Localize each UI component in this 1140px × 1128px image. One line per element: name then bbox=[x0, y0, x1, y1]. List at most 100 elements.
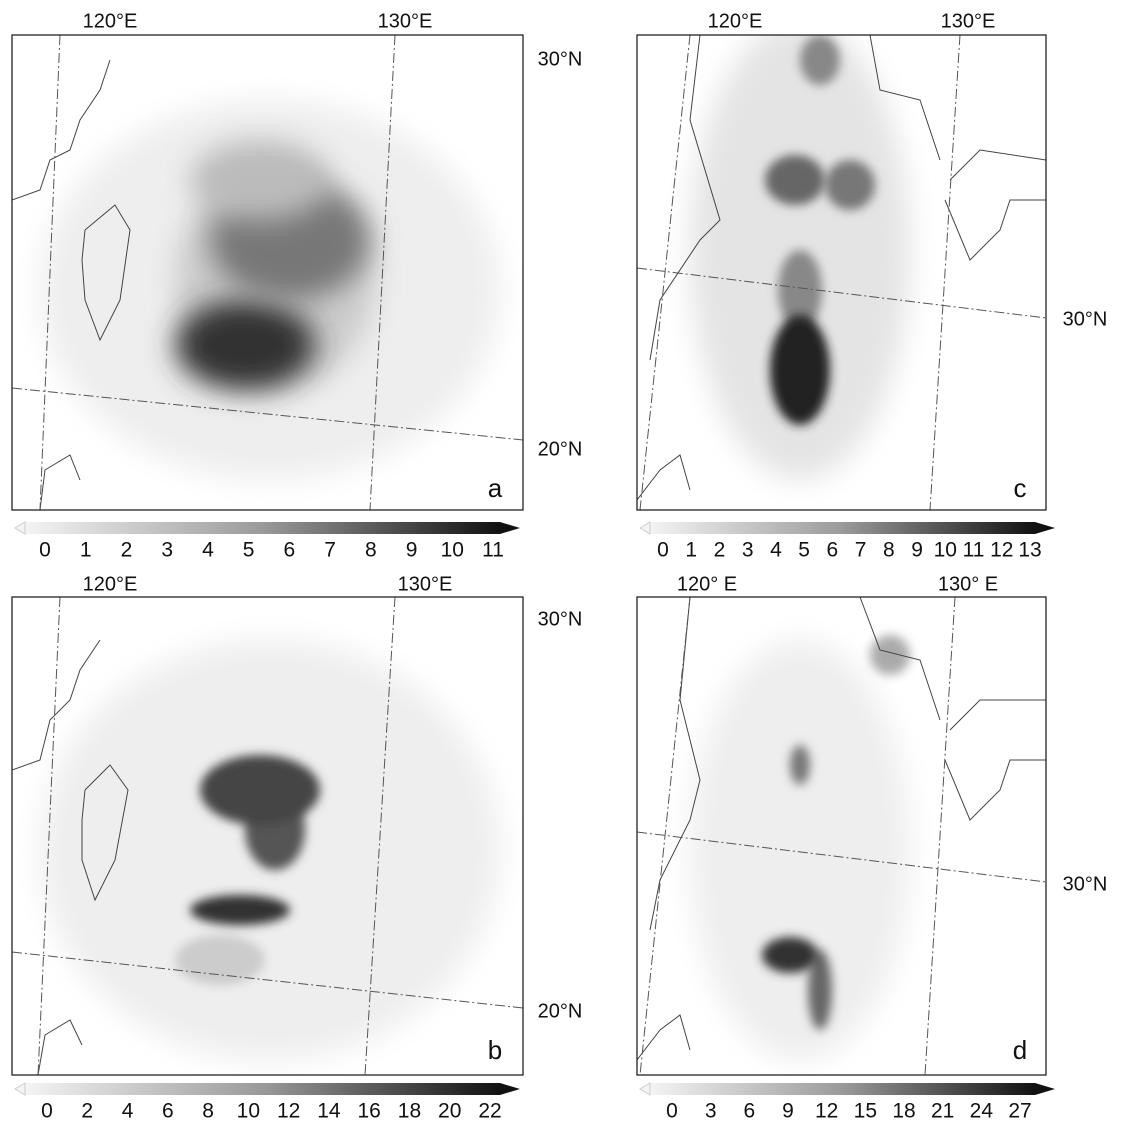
colorbar-tick-label: 0 bbox=[657, 539, 669, 562]
precip-blob bbox=[808, 950, 832, 1030]
colorbar-tick-label: 3 bbox=[705, 1100, 717, 1123]
colorbar-arrow bbox=[639, 1082, 651, 1096]
map-frame bbox=[636, 34, 1047, 511]
graticule bbox=[369, 35, 396, 510]
map-panel: 120°E 130°E 30°N 20°N a 0 1 2 3 4 5 6 7 8 9 10 11 bbox=[11, 10, 583, 562]
colorbar-arrow bbox=[14, 1082, 26, 1096]
graticule bbox=[12, 387, 523, 441]
precip-blob bbox=[800, 35, 840, 85]
precip-blob bbox=[190, 140, 330, 220]
precip-blob bbox=[175, 935, 265, 985]
colorbar-tick-label: 18 bbox=[398, 1100, 421, 1123]
precip-blob bbox=[175, 300, 315, 390]
lon-label: 120°E bbox=[83, 10, 138, 32]
colorbar-tick-label: 13 bbox=[1018, 539, 1041, 562]
colorbar-tick-label: 3 bbox=[161, 539, 173, 562]
graticule bbox=[929, 35, 961, 510]
graticule bbox=[39, 35, 61, 510]
coastline bbox=[81, 764, 129, 902]
colorbar-tick-label: 6 bbox=[162, 1100, 174, 1123]
lon-label: 130°E bbox=[398, 573, 453, 595]
graticule bbox=[639, 597, 691, 1075]
coastline bbox=[949, 699, 1046, 731]
panel-letter: d bbox=[1013, 1035, 1027, 1065]
coastline bbox=[81, 204, 131, 342]
colorbar-tick-label: 0 bbox=[666, 1100, 678, 1123]
colorbar-tick-label: 9 bbox=[782, 1100, 794, 1123]
precip-blob bbox=[778, 250, 822, 330]
colorbar-tick-label: 8 bbox=[202, 1100, 214, 1123]
lat-label: 30°N bbox=[538, 48, 583, 70]
colorbar-tick-label: 6 bbox=[284, 539, 296, 562]
colorbar-tick-label: 22 bbox=[478, 1100, 501, 1123]
colorbar-body bbox=[25, 1083, 500, 1095]
colorbar-tick-label: 2 bbox=[714, 539, 726, 562]
coastline bbox=[12, 59, 111, 201]
colorbar-arrow bbox=[14, 521, 26, 535]
colorbar-arrow bbox=[1035, 522, 1055, 534]
colorbar-tick-label: 6 bbox=[827, 539, 839, 562]
colorbar-tick-label: 15 bbox=[854, 1100, 877, 1123]
colorbar-tick-label: 2 bbox=[81, 1100, 93, 1123]
colorbar-tick-label: 2 bbox=[121, 539, 133, 562]
colorbar-body bbox=[650, 522, 1035, 534]
colorbar-tick-label: 8 bbox=[883, 539, 895, 562]
map-frame bbox=[636, 596, 1047, 1076]
map-panel: 120°E 130°E30°Nc0 1 2 3 4 5 6 7 8 9 10 11 12 13 bbox=[636, 10, 1108, 562]
colorbar-tick-label: 1 bbox=[685, 539, 697, 562]
coastline bbox=[649, 597, 701, 931]
colorbar-tick-label: 1 bbox=[80, 539, 92, 562]
colorbar-tick-label: 10 bbox=[237, 1100, 260, 1123]
map-field bbox=[637, 597, 1046, 1075]
colorbar-tick-label: 0 bbox=[39, 539, 51, 562]
colorbar-tick-label: 21 bbox=[931, 1100, 954, 1123]
lat-label: 30°N bbox=[538, 608, 583, 630]
colorbar-tick-label: 11 bbox=[482, 539, 504, 562]
colorbar-tick-label: 12 bbox=[815, 1100, 838, 1123]
lon-label: 120° E bbox=[677, 573, 737, 595]
panel-letter: a bbox=[488, 473, 503, 503]
colorbar-tick-label: 10 bbox=[441, 539, 464, 562]
graticule bbox=[37, 597, 61, 1075]
colorbar-tick-label: 16 bbox=[358, 1100, 381, 1123]
colorbar: 0 1 2 3 4 5 6 7 8 9 10 11 bbox=[14, 521, 520, 562]
graticule bbox=[12, 951, 523, 1009]
colorbar-body bbox=[650, 1083, 1035, 1095]
colorbar-tick-label: 4 bbox=[202, 539, 214, 562]
lon-label: 130°E bbox=[941, 10, 996, 32]
colorbar-tick-label: 11 bbox=[963, 539, 985, 562]
colorbar-tick-label: 10 bbox=[934, 539, 957, 562]
map-panel: 120°E 130°E 30°N 20°N b 0 2 4 6 8 10 12 14 16 18 20 22 bbox=[11, 573, 583, 1123]
precip-blob bbox=[870, 635, 910, 675]
colorbar-tick-label: 24 bbox=[970, 1100, 994, 1123]
colorbar-tick-label: 9 bbox=[911, 539, 923, 562]
precip-blob bbox=[200, 755, 320, 825]
lat-label: 20°N bbox=[538, 438, 583, 460]
colorbar-arrow bbox=[1035, 1083, 1055, 1095]
coastline bbox=[944, 199, 1046, 261]
coastline bbox=[39, 454, 81, 510]
coastline bbox=[649, 35, 721, 361]
graticule bbox=[364, 597, 396, 1075]
colorbar-tick-label: 5 bbox=[243, 539, 255, 562]
colorbar-tick-label: 0 bbox=[41, 1100, 53, 1123]
precip-blob bbox=[190, 895, 290, 925]
map-field bbox=[12, 597, 523, 1075]
precip-blob bbox=[790, 745, 810, 785]
colorbar: 0 2 4 6 8 10 12 14 16 18 20 22 bbox=[14, 1082, 520, 1123]
colorbar-tick-label: 3 bbox=[742, 539, 754, 562]
colorbar-tick-label: 20 bbox=[438, 1100, 461, 1123]
colorbar-tick-label: 7 bbox=[324, 539, 336, 562]
graticule bbox=[924, 597, 956, 1075]
graticule bbox=[637, 831, 1046, 883]
lat-label: 30°N bbox=[1063, 308, 1108, 330]
map-field bbox=[12, 35, 523, 510]
panel-letter: c bbox=[1014, 473, 1027, 503]
precip-blob bbox=[825, 160, 875, 210]
coastline bbox=[37, 1019, 83, 1075]
coastline bbox=[944, 759, 1046, 821]
colorbar-tick-label: 9 bbox=[406, 539, 418, 562]
colorbar-tick-label: 6 bbox=[743, 1100, 755, 1123]
lat-label: 20°N bbox=[538, 1000, 583, 1022]
